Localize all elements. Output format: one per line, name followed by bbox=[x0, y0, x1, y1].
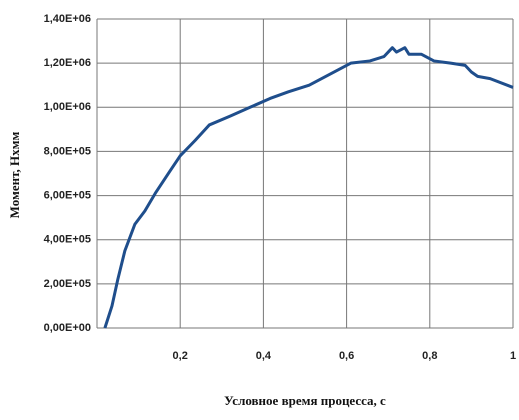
y-tick-label: 2,00E+05 bbox=[44, 278, 91, 290]
x-tick-label: 0,8 bbox=[422, 350, 437, 362]
y-tick-label: 8,00E+05 bbox=[44, 145, 91, 157]
x-tick-label: 1 bbox=[510, 350, 516, 362]
x-tick-label: 0,2 bbox=[173, 350, 188, 362]
y-tick-label: 4,00E+05 bbox=[44, 234, 91, 246]
y-tick-label: 1,40E+06 bbox=[44, 13, 91, 25]
y-tick-label: 6,00E+05 bbox=[44, 189, 91, 201]
x-tick-label: 0,4 bbox=[256, 350, 272, 362]
y-axis-title: Момент, Нхмм bbox=[7, 132, 22, 219]
y-tick-label: 0,00E+00 bbox=[44, 322, 91, 334]
x-tick-label: 0,6 bbox=[339, 350, 354, 362]
x-axis-title: Условное время процесса, с bbox=[224, 393, 386, 408]
y-tick-label: 1,20E+06 bbox=[44, 57, 91, 69]
y-tick-label: 1,00E+06 bbox=[44, 101, 91, 113]
data-line bbox=[103, 46, 514, 329]
